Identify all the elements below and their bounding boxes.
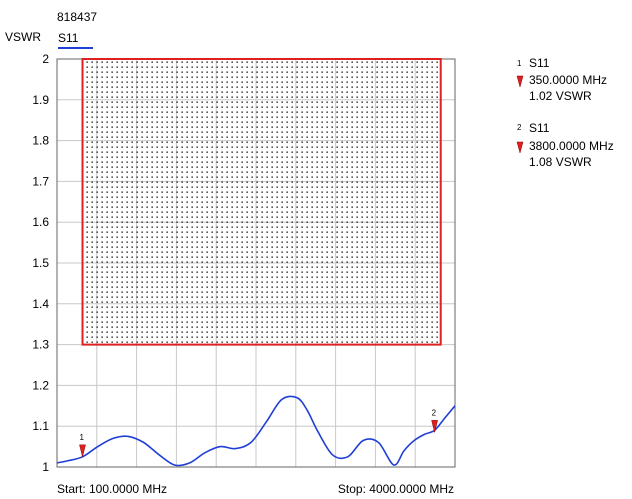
stop-frequency-label: Stop: 4000.0000 MHz: [338, 482, 454, 496]
plot-marker-1-icon: [79, 444, 86, 457]
marker-2-value: 1.08 VSWR: [529, 155, 592, 169]
y-unit-label: VSWR: [5, 30, 41, 44]
trace-label: S11: [58, 31, 79, 45]
trace-series: [56, 395, 456, 467]
y-tick-label: 1.7: [32, 174, 49, 188]
plot-marker-1-label: 1: [80, 433, 85, 442]
marker-1-value: 1.02 VSWR: [529, 89, 592, 103]
y-tick-label: 1.5: [32, 256, 49, 270]
start-frequency-label: Start: 100.0000 MHz: [57, 482, 167, 496]
marker-1-trace: S11: [529, 56, 550, 70]
marker-2-trace: S11: [529, 121, 550, 135]
series-line-s11: [56, 395, 456, 467]
marker-1-triangle-icon: [516, 75, 524, 88]
y-tick-labels: 1 1.1 1.2 1.3 1.4 1.5 1.6 1.7 1.8 1.9 2: [32, 52, 49, 474]
y-tick-label: 1.3: [32, 338, 49, 352]
limit-region-box: [81, 58, 442, 346]
chart-id-text: 818437: [57, 10, 97, 24]
y-tick-label: 1.9: [32, 93, 49, 107]
marker-readout-1: 1 S11 350.0000 MHz 1.02 VSWR: [516, 56, 607, 103]
y-tick-label: 1.6: [32, 215, 49, 229]
marker-2-number: 2: [517, 123, 522, 132]
marker-2-frequency: 3800.0000 MHz: [529, 139, 614, 153]
marker-1-frequency: 350.0000 MHz: [529, 73, 607, 87]
plot-markers: 12: [79, 408, 438, 457]
marker-2-triangle-icon: [516, 141, 524, 154]
plot-marker-2-icon: [431, 420, 438, 433]
plot-marker-2-label: 2: [432, 408, 437, 417]
y-tick-label: 2: [42, 52, 49, 66]
y-tick-label: 1.2: [32, 378, 49, 392]
marker-readout-2: 2 S11 3800.0000 MHz 1.08 VSWR: [516, 121, 614, 169]
y-tick-label: 1.8: [32, 134, 49, 148]
y-tick-label: 1: [42, 460, 49, 474]
y-tick-label: 1.1: [32, 419, 49, 433]
limit-region: [81, 58, 442, 346]
y-tick-label: 1.4: [32, 297, 49, 311]
marker-1-number: 1: [517, 59, 522, 68]
